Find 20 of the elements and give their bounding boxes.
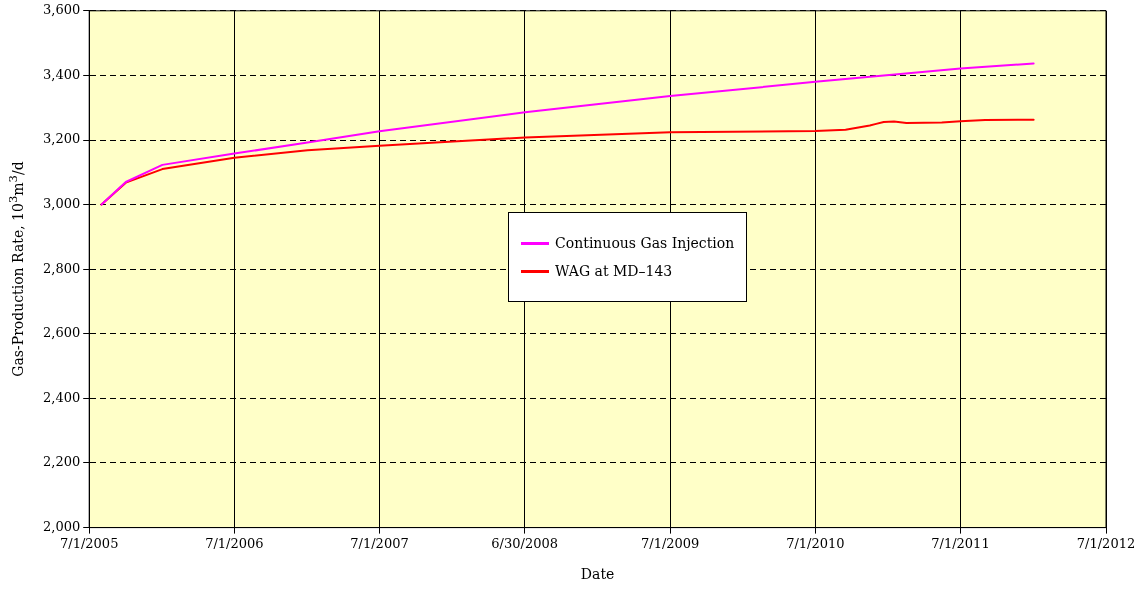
x-tick-label: 7/1/2007	[350, 535, 409, 551]
x-tick-label: 7/1/2006	[205, 535, 264, 551]
legend-label: Continuous Gas Injection	[555, 235, 735, 252]
y-tick-label: 2,600	[43, 325, 81, 341]
y-tick-label: 2,000	[43, 518, 81, 534]
y-tick-label: 2,800	[43, 260, 81, 276]
x-tick-label: 7/1/2010	[786, 535, 845, 551]
x-tick-label: 7/1/2009	[640, 535, 700, 551]
y-tick-label: 3,000	[43, 195, 81, 211]
y-tick-label: 3,600	[43, 2, 81, 18]
x-tick-label: 6/30/2008	[491, 535, 558, 551]
y-tick-label: 2,400	[43, 389, 81, 405]
x-tick-label: 7/1/2012	[1076, 535, 1136, 551]
y-tick-label: 3,400	[43, 66, 81, 82]
legend-label: WAG at MD–143	[555, 263, 673, 280]
x-axis-title: Date	[580, 566, 615, 583]
y-tick-label: 3,200	[43, 131, 81, 147]
x-tick-label: 7/1/2011	[931, 535, 990, 551]
y-tick-label: 2,200	[43, 454, 81, 470]
x-tick-label: 7/1/2005	[60, 535, 119, 551]
